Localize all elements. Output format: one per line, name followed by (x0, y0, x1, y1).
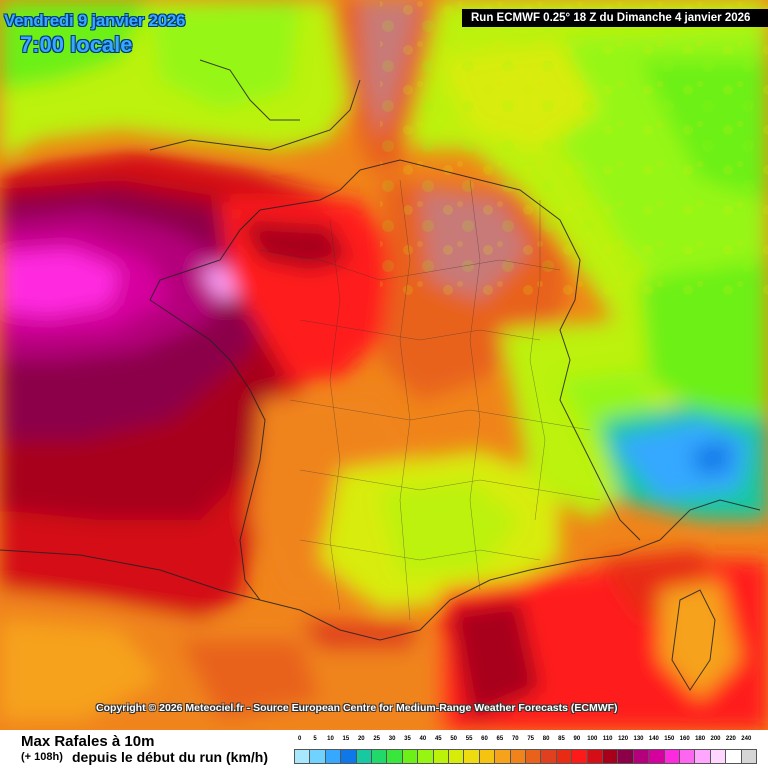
legend-swatch (586, 749, 603, 764)
legend-tick-label: 130 (633, 736, 644, 742)
legend-subtitle: depuis le début du run (km/h) (72, 749, 268, 765)
legend-tick-label: 180 (695, 736, 706, 742)
legend-tick-label: 25 (373, 736, 381, 742)
legend-tick-label: 70 (511, 736, 519, 742)
texture-overlay (380, 0, 768, 300)
legend-swatch (401, 749, 419, 764)
legend-tick-label: 45 (434, 736, 442, 742)
legend-tick-label: 5 (313, 736, 317, 742)
legend-tick-label: 75 (527, 736, 535, 742)
legend-swatch (417, 749, 434, 764)
map-canvas (0, 0, 768, 730)
legend-swatch (617, 749, 634, 764)
legend-swatch (340, 749, 357, 764)
legend-swatch (463, 749, 480, 764)
legend-tick-label: 10 (327, 736, 334, 742)
legend-swatch (555, 749, 573, 764)
legend-swatch (632, 749, 650, 764)
legend-tick-label: 90 (573, 736, 581, 742)
legend-tick-label: 50 (450, 736, 458, 742)
legend-tick-label: 30 (388, 736, 396, 742)
forecast-date: Vendredi 9 janvier 2026 (4, 11, 186, 30)
legend-tick-label: 110 (602, 736, 613, 742)
legend-swatch (509, 749, 526, 764)
legend-tick-label: 60 (481, 736, 488, 742)
legend-tick-label: 220 (725, 736, 736, 742)
legend-tick-label: 40 (419, 736, 427, 742)
legend-swatch (648, 749, 665, 764)
color-scale: 0 5 10 15 20 25 30 35 40 45 50 55 60 65 70 75 80 85 90 100 1… (294, 736, 757, 766)
legend-swatch (694, 749, 711, 764)
run-info: Run ECMWF 0.25° 18 Z du Dimanche 4 janvi… (462, 9, 768, 27)
legend-swatch (371, 749, 388, 764)
coastlines (0, 59, 761, 691)
legend-tick-label: 15 (342, 736, 350, 742)
legend-tick-label: 65 (496, 736, 504, 742)
legend-tick-label: 35 (404, 736, 411, 742)
legend-tick-label: 120 (618, 736, 629, 742)
legend-swatch (494, 749, 511, 764)
copyright-notice: Copyright © 2026 Meteociel.fr - Source E… (96, 702, 618, 714)
legend-tick-label: 80 (542, 736, 550, 742)
legend-tick-label: 100 (587, 736, 598, 742)
legend-tick-label: 200 (710, 736, 721, 742)
legend-tick-label: 55 (465, 736, 473, 742)
legend-title: Max Rafales à 10m (21, 733, 155, 750)
legend-swatch (540, 749, 557, 764)
legend-swatch (679, 749, 696, 764)
legend-swatch (448, 749, 465, 764)
legend-swatch (663, 749, 680, 764)
legend-tick-label: 150 (664, 736, 675, 742)
legend-tick-label: 240 (741, 736, 752, 742)
legend-swatch (740, 749, 757, 764)
legend-swatch (309, 749, 326, 764)
forecast-time: 7:00 locale (20, 32, 133, 57)
legend-swatch (709, 749, 727, 764)
legend-swatch (525, 749, 542, 764)
legend-swatch (602, 749, 619, 764)
legend-swatch (571, 749, 588, 764)
legend-swatch (432, 749, 449, 764)
legend-tick-label: 140 (648, 736, 659, 742)
legend-swatch (478, 749, 496, 764)
legend-bar: Max Rafales à 10m (+ 108h) depuis le déb… (0, 730, 768, 768)
legend-swatch (355, 749, 372, 764)
legend-tick-label: 0 (298, 736, 302, 742)
legend-offset: (+ 108h) (21, 751, 63, 763)
legend-tick-label: 160 (679, 736, 690, 742)
gust-map: Vendredi 9 janvier 2026 7:00 locale Run … (0, 0, 768, 730)
legend-swatch (386, 749, 403, 764)
legend-swatch (324, 749, 342, 764)
legend-tick-label: 85 (558, 736, 565, 742)
legend-swatch (725, 749, 742, 764)
region-borders (259, 179, 601, 621)
legend-tick-label: 20 (357, 736, 365, 742)
legend-swatch (294, 749, 311, 764)
